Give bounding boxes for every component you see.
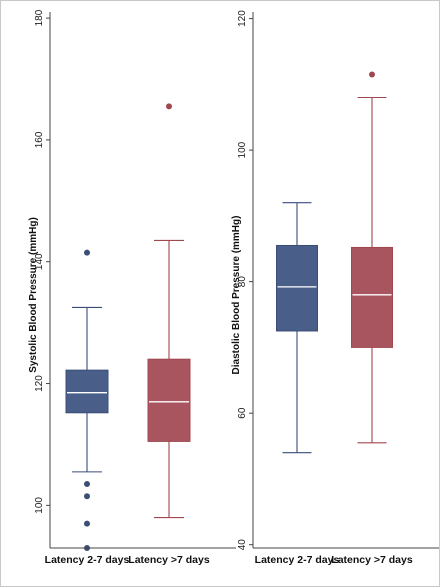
outlier-point xyxy=(84,481,90,488)
diastolic-y-tick-label: 80 xyxy=(237,276,248,288)
diastolic-chart-panel: Diastolic Blood Pressure (mmHg) 40 60 80 10… xyxy=(231,10,439,566)
outlier-point xyxy=(369,71,375,78)
diastolic-y-tick-label: 100 xyxy=(237,141,248,158)
diastolic-y-tick-label: 120 xyxy=(237,10,248,27)
diastolic-category-label: Latency 2-7 days xyxy=(255,554,340,566)
systolic-y-tick-label: 160 xyxy=(34,131,45,148)
systolic-y-axis-title: Systolic Blood Pressure (mmHg) xyxy=(28,217,39,373)
iqr-box xyxy=(147,358,191,442)
iqr-box xyxy=(351,246,393,348)
iqr-box xyxy=(65,369,109,414)
diastolic-y-tick-label: 60 xyxy=(237,407,248,419)
systolic-y-ticks: 100 120 140 160 180 xyxy=(34,9,50,514)
outlier-point xyxy=(84,520,90,527)
diastolic-category-label: Latency >7 days xyxy=(331,554,413,566)
systolic-box-latency-2-7 xyxy=(65,249,109,551)
systolic-boxes xyxy=(65,103,191,551)
systolic-category-label: Latency >7 days xyxy=(128,554,210,566)
iqr-box xyxy=(276,244,318,332)
diastolic-box-latency-2-7 xyxy=(276,202,318,454)
systolic-y-tick-label: 140 xyxy=(34,253,45,270)
systolic-y-tick-label: 180 xyxy=(34,9,45,26)
diastolic-box-latency-gt7 xyxy=(351,71,393,444)
diastolic-y-axis-title: Diastolic Blood Pressure (mmHg) xyxy=(231,216,242,375)
systolic-category-label: Latency 2-7 days xyxy=(45,554,130,566)
diastolic-y-ticks: 40 60 80 100 120 xyxy=(237,10,253,550)
systolic-chart-panel: Systolic Blood Pressure (mmHg) 100 120 140… xyxy=(28,9,236,566)
diastolic-boxes xyxy=(276,71,393,454)
systolic-y-tick-label: 120 xyxy=(34,375,45,392)
outlier-point xyxy=(84,249,90,256)
systolic-y-tick-label: 100 xyxy=(34,497,45,514)
systolic-box-latency-gt7 xyxy=(147,103,191,519)
outlier-point xyxy=(84,493,90,500)
outlier-point xyxy=(166,103,172,110)
diastolic-y-tick-label: 40 xyxy=(237,539,248,551)
